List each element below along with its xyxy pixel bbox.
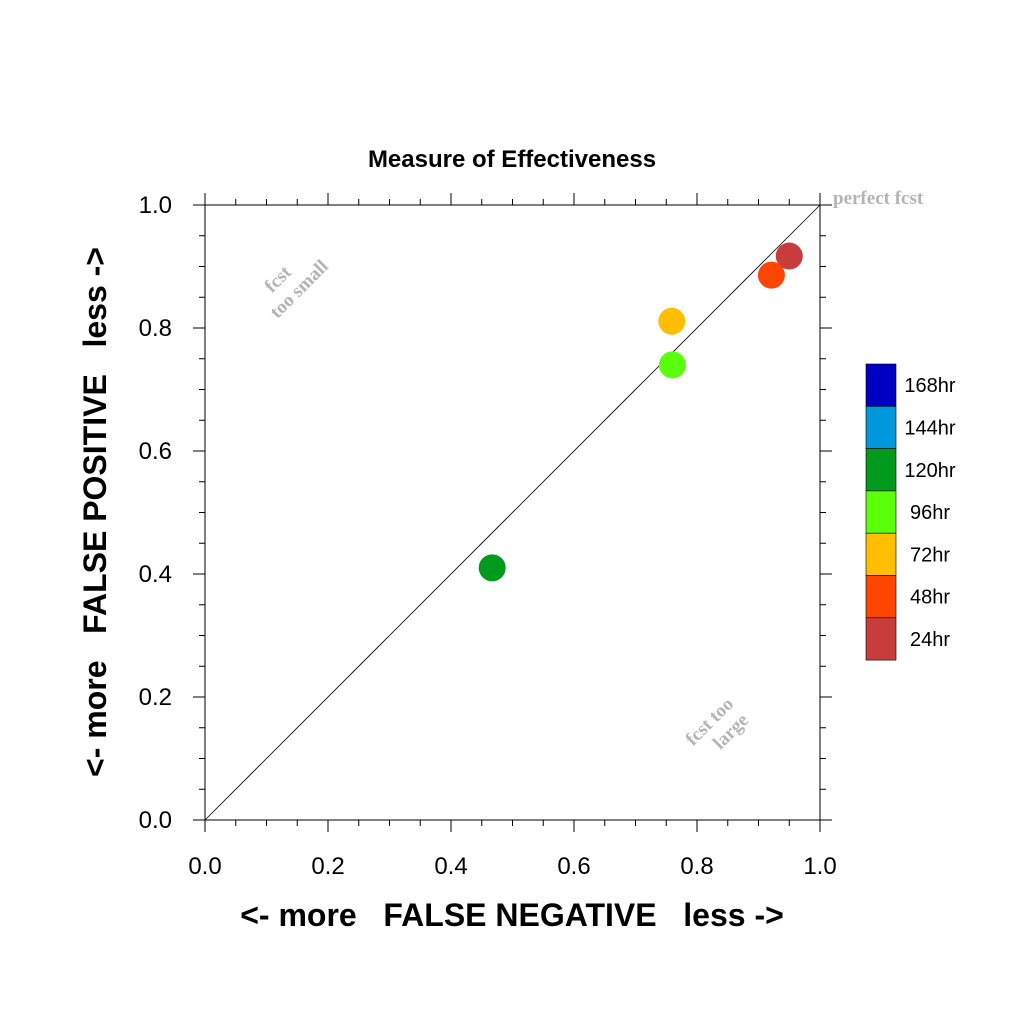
legend-swatch-96hr bbox=[865, 490, 897, 534]
x-tick-label: 0.6 bbox=[557, 853, 590, 880]
legend-label-120hr: 120hr bbox=[904, 460, 955, 482]
x-tick-label: 1.0 bbox=[803, 853, 836, 880]
plot-area: 0.0 0.2 0.4 0.6 0.8 1.0 0.0 0.2 0.4 0.6 0.8 1.0 bbox=[139, 192, 837, 880]
legend-swatch-168hr bbox=[865, 363, 897, 407]
legend: 168hr 144hr 120hr 96hr 72hr 48hr 24hr bbox=[865, 363, 956, 661]
x-axis-label: <- more FALSE NEGATIVE less -> bbox=[240, 897, 784, 933]
legend-label-144hr: 144hr bbox=[904, 417, 955, 439]
x-tick-label: 0.0 bbox=[188, 853, 221, 880]
data-point-96hr bbox=[658, 351, 686, 379]
legend-swatch-120hr bbox=[865, 448, 897, 492]
x-tick-label: 0.4 bbox=[434, 853, 467, 880]
y-tick-label: 0.2 bbox=[139, 684, 172, 711]
y-tick-label: 1.0 bbox=[139, 192, 172, 219]
x-tick-label: 0.2 bbox=[311, 853, 344, 880]
legend-label-72hr: 72hr bbox=[910, 544, 950, 566]
legend-swatch-144hr bbox=[865, 405, 897, 449]
legend-label-48hr: 48hr bbox=[910, 587, 950, 609]
annotation-perfect-fcst: perfect fcst bbox=[833, 188, 924, 209]
y-axis-label: <- more FALSE POSITIVE less -> bbox=[77, 247, 113, 777]
data-point-24hr bbox=[775, 242, 803, 270]
x-tick-label: 0.8 bbox=[680, 853, 713, 880]
legend-label-24hr: 24hr bbox=[910, 629, 950, 651]
y-tick-label: 0.8 bbox=[139, 315, 172, 342]
y-tick-label: 0.4 bbox=[139, 561, 172, 588]
diagonal-reference-line bbox=[204, 204, 821, 821]
data-point-48hr bbox=[757, 261, 785, 289]
legend-swatch-24hr bbox=[865, 617, 897, 661]
legend-label-168hr: 168hr bbox=[904, 375, 955, 397]
chart-title: Measure of Effectiveness bbox=[368, 146, 656, 173]
data-point-120hr bbox=[478, 554, 506, 582]
y-tick-label: 0.0 bbox=[139, 807, 172, 834]
legend-label-96hr: 96hr bbox=[910, 502, 950, 524]
data-point-72hr bbox=[658, 307, 686, 335]
y-tick-label: 0.6 bbox=[139, 438, 172, 465]
legend-swatch-48hr bbox=[865, 575, 897, 619]
legend-swatch-72hr bbox=[865, 532, 897, 576]
